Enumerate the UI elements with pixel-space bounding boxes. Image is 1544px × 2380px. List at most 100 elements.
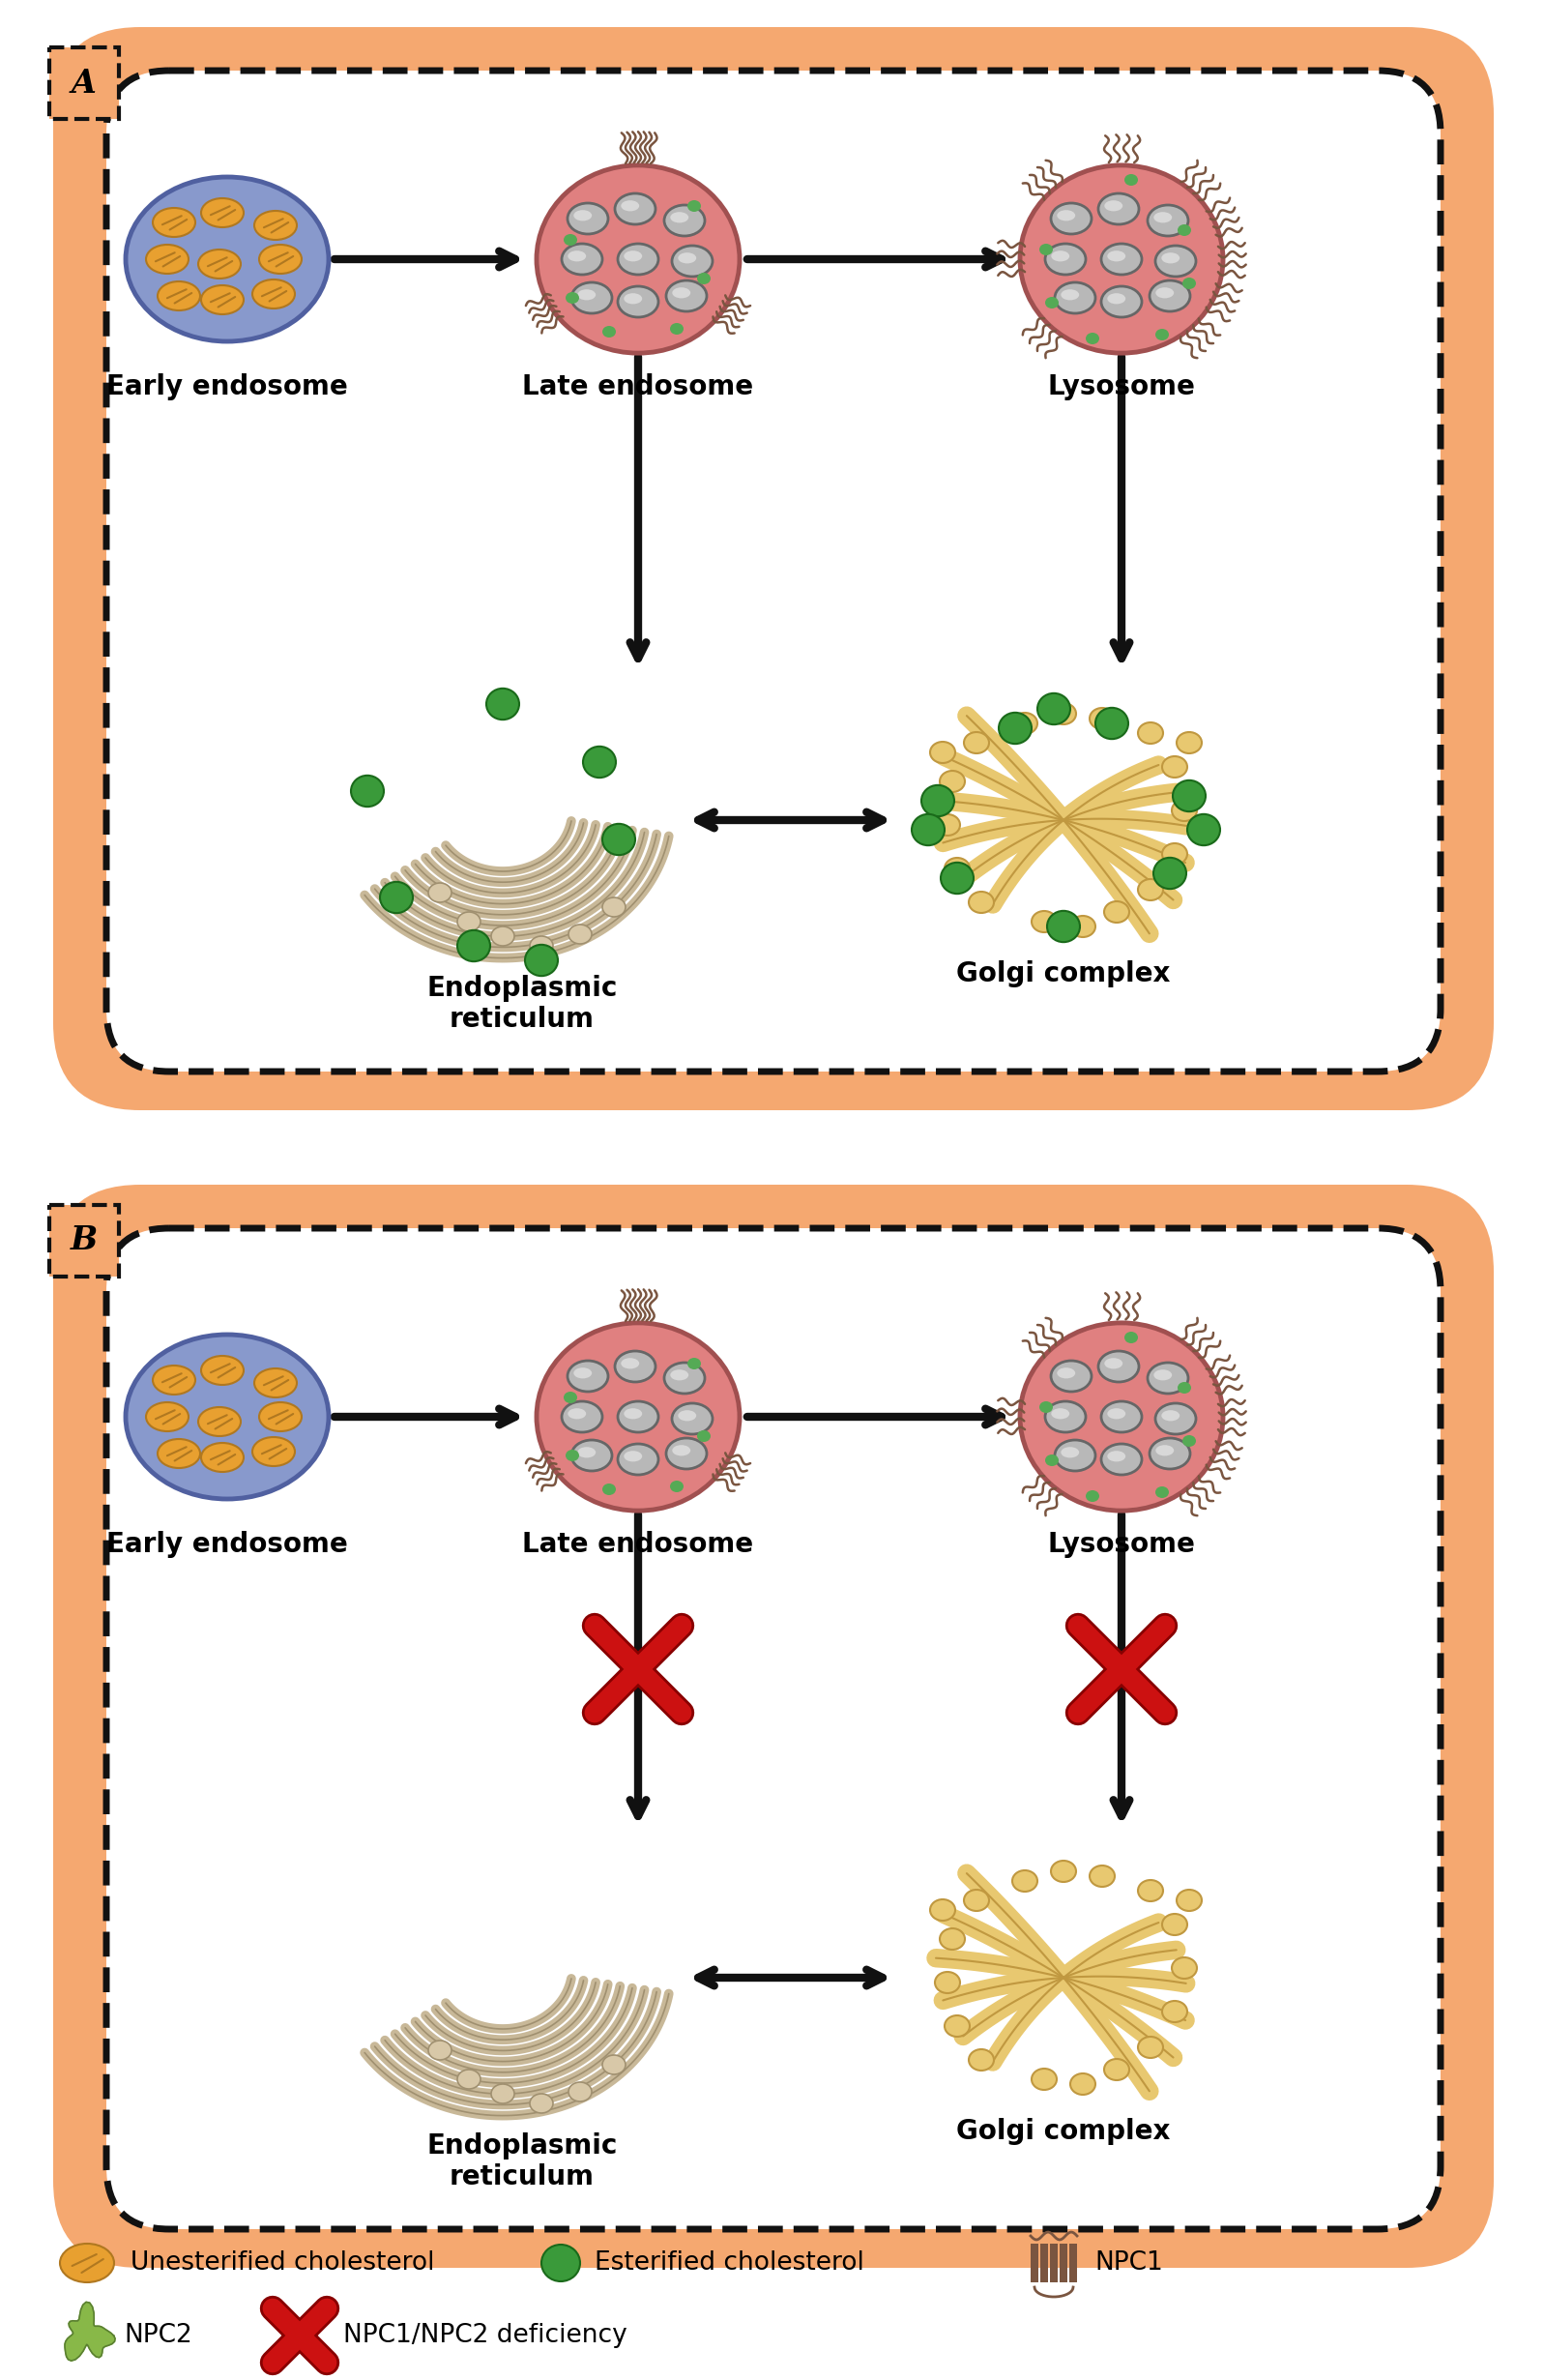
Ellipse shape bbox=[602, 2054, 625, 2075]
Text: NPC2: NPC2 bbox=[124, 2323, 191, 2349]
Ellipse shape bbox=[1045, 1454, 1059, 1466]
Text: Golgi complex: Golgi complex bbox=[956, 959, 1170, 988]
Ellipse shape bbox=[564, 233, 577, 245]
Ellipse shape bbox=[940, 1928, 965, 1949]
Ellipse shape bbox=[1055, 283, 1095, 314]
Ellipse shape bbox=[568, 1409, 587, 1418]
Ellipse shape bbox=[1161, 1411, 1180, 1421]
FancyBboxPatch shape bbox=[1031, 2244, 1039, 2282]
Text: Unesterified cholesterol: Unesterified cholesterol bbox=[131, 2251, 434, 2275]
Ellipse shape bbox=[1147, 1364, 1189, 1395]
Ellipse shape bbox=[1183, 278, 1197, 288]
Ellipse shape bbox=[1138, 1880, 1163, 1902]
Ellipse shape bbox=[530, 2094, 553, 2113]
Ellipse shape bbox=[1153, 212, 1172, 224]
Ellipse shape bbox=[1101, 1445, 1143, 1476]
Ellipse shape bbox=[1177, 1890, 1201, 1911]
Ellipse shape bbox=[664, 1364, 704, 1395]
Ellipse shape bbox=[157, 281, 201, 309]
Ellipse shape bbox=[1098, 1352, 1139, 1383]
Ellipse shape bbox=[1047, 912, 1079, 942]
Ellipse shape bbox=[486, 688, 519, 719]
Ellipse shape bbox=[542, 2244, 581, 2282]
Ellipse shape bbox=[60, 2244, 114, 2282]
Ellipse shape bbox=[922, 785, 954, 816]
Ellipse shape bbox=[1124, 1333, 1138, 1342]
Ellipse shape bbox=[1021, 164, 1223, 352]
Ellipse shape bbox=[577, 290, 596, 300]
Ellipse shape bbox=[1107, 293, 1126, 305]
FancyBboxPatch shape bbox=[1050, 2244, 1058, 2282]
Text: NPC1/NPC2 deficiency: NPC1/NPC2 deficiency bbox=[343, 2323, 627, 2349]
Ellipse shape bbox=[571, 283, 611, 314]
Text: B: B bbox=[71, 1226, 97, 1257]
Ellipse shape bbox=[1138, 2037, 1163, 2059]
Ellipse shape bbox=[999, 712, 1031, 745]
Ellipse shape bbox=[1039, 1402, 1053, 1414]
Ellipse shape bbox=[564, 1392, 577, 1404]
Ellipse shape bbox=[664, 205, 704, 236]
Ellipse shape bbox=[621, 200, 639, 212]
Ellipse shape bbox=[457, 912, 480, 931]
Ellipse shape bbox=[670, 1368, 689, 1380]
Ellipse shape bbox=[687, 200, 701, 212]
Polygon shape bbox=[65, 2301, 116, 2361]
Ellipse shape bbox=[1070, 2073, 1095, 2094]
Ellipse shape bbox=[615, 193, 656, 224]
Ellipse shape bbox=[574, 1368, 591, 1378]
Ellipse shape bbox=[670, 1480, 684, 1492]
Ellipse shape bbox=[201, 1442, 244, 1471]
Ellipse shape bbox=[1051, 202, 1092, 233]
Ellipse shape bbox=[687, 1357, 701, 1368]
Ellipse shape bbox=[696, 1430, 710, 1442]
Ellipse shape bbox=[1161, 252, 1180, 264]
Ellipse shape bbox=[1155, 328, 1169, 340]
Ellipse shape bbox=[1150, 1438, 1190, 1468]
Ellipse shape bbox=[672, 245, 712, 276]
Ellipse shape bbox=[1183, 1435, 1197, 1447]
Ellipse shape bbox=[1163, 1914, 1187, 1935]
Ellipse shape bbox=[491, 926, 514, 945]
FancyBboxPatch shape bbox=[52, 1185, 1493, 2268]
Ellipse shape bbox=[1013, 1871, 1038, 1892]
Ellipse shape bbox=[1155, 1445, 1173, 1457]
Ellipse shape bbox=[491, 2085, 514, 2104]
FancyBboxPatch shape bbox=[49, 48, 119, 119]
Ellipse shape bbox=[457, 931, 489, 962]
Ellipse shape bbox=[259, 1402, 301, 1430]
Ellipse shape bbox=[537, 164, 740, 352]
Text: Early endosome: Early endosome bbox=[107, 1530, 347, 1559]
Ellipse shape bbox=[678, 1411, 696, 1421]
Ellipse shape bbox=[1058, 1368, 1075, 1378]
Ellipse shape bbox=[1172, 1956, 1197, 1978]
Ellipse shape bbox=[1061, 290, 1079, 300]
Ellipse shape bbox=[1101, 286, 1143, 317]
Ellipse shape bbox=[1051, 702, 1076, 724]
FancyBboxPatch shape bbox=[1059, 2244, 1067, 2282]
Text: Lysosome: Lysosome bbox=[1047, 374, 1195, 400]
Text: Esterified cholesterol: Esterified cholesterol bbox=[594, 2251, 865, 2275]
Ellipse shape bbox=[940, 862, 974, 895]
Ellipse shape bbox=[525, 945, 557, 976]
Ellipse shape bbox=[945, 2016, 970, 2037]
Ellipse shape bbox=[618, 1402, 658, 1433]
Ellipse shape bbox=[665, 1438, 707, 1468]
Ellipse shape bbox=[568, 202, 608, 233]
Ellipse shape bbox=[1058, 209, 1075, 221]
Ellipse shape bbox=[1031, 2068, 1056, 2090]
Ellipse shape bbox=[1021, 1323, 1223, 1511]
Ellipse shape bbox=[618, 286, 658, 317]
Ellipse shape bbox=[1153, 857, 1186, 888]
FancyBboxPatch shape bbox=[1041, 2244, 1048, 2282]
Ellipse shape bbox=[936, 1973, 960, 1992]
Ellipse shape bbox=[1104, 200, 1122, 212]
Ellipse shape bbox=[618, 1445, 658, 1476]
Ellipse shape bbox=[936, 814, 960, 835]
Ellipse shape bbox=[1173, 781, 1206, 812]
Ellipse shape bbox=[201, 286, 244, 314]
Ellipse shape bbox=[1163, 757, 1187, 778]
Text: NPC1: NPC1 bbox=[1095, 2251, 1163, 2275]
Ellipse shape bbox=[577, 1447, 596, 1459]
Ellipse shape bbox=[1045, 1402, 1085, 1433]
Ellipse shape bbox=[1055, 1440, 1095, 1471]
